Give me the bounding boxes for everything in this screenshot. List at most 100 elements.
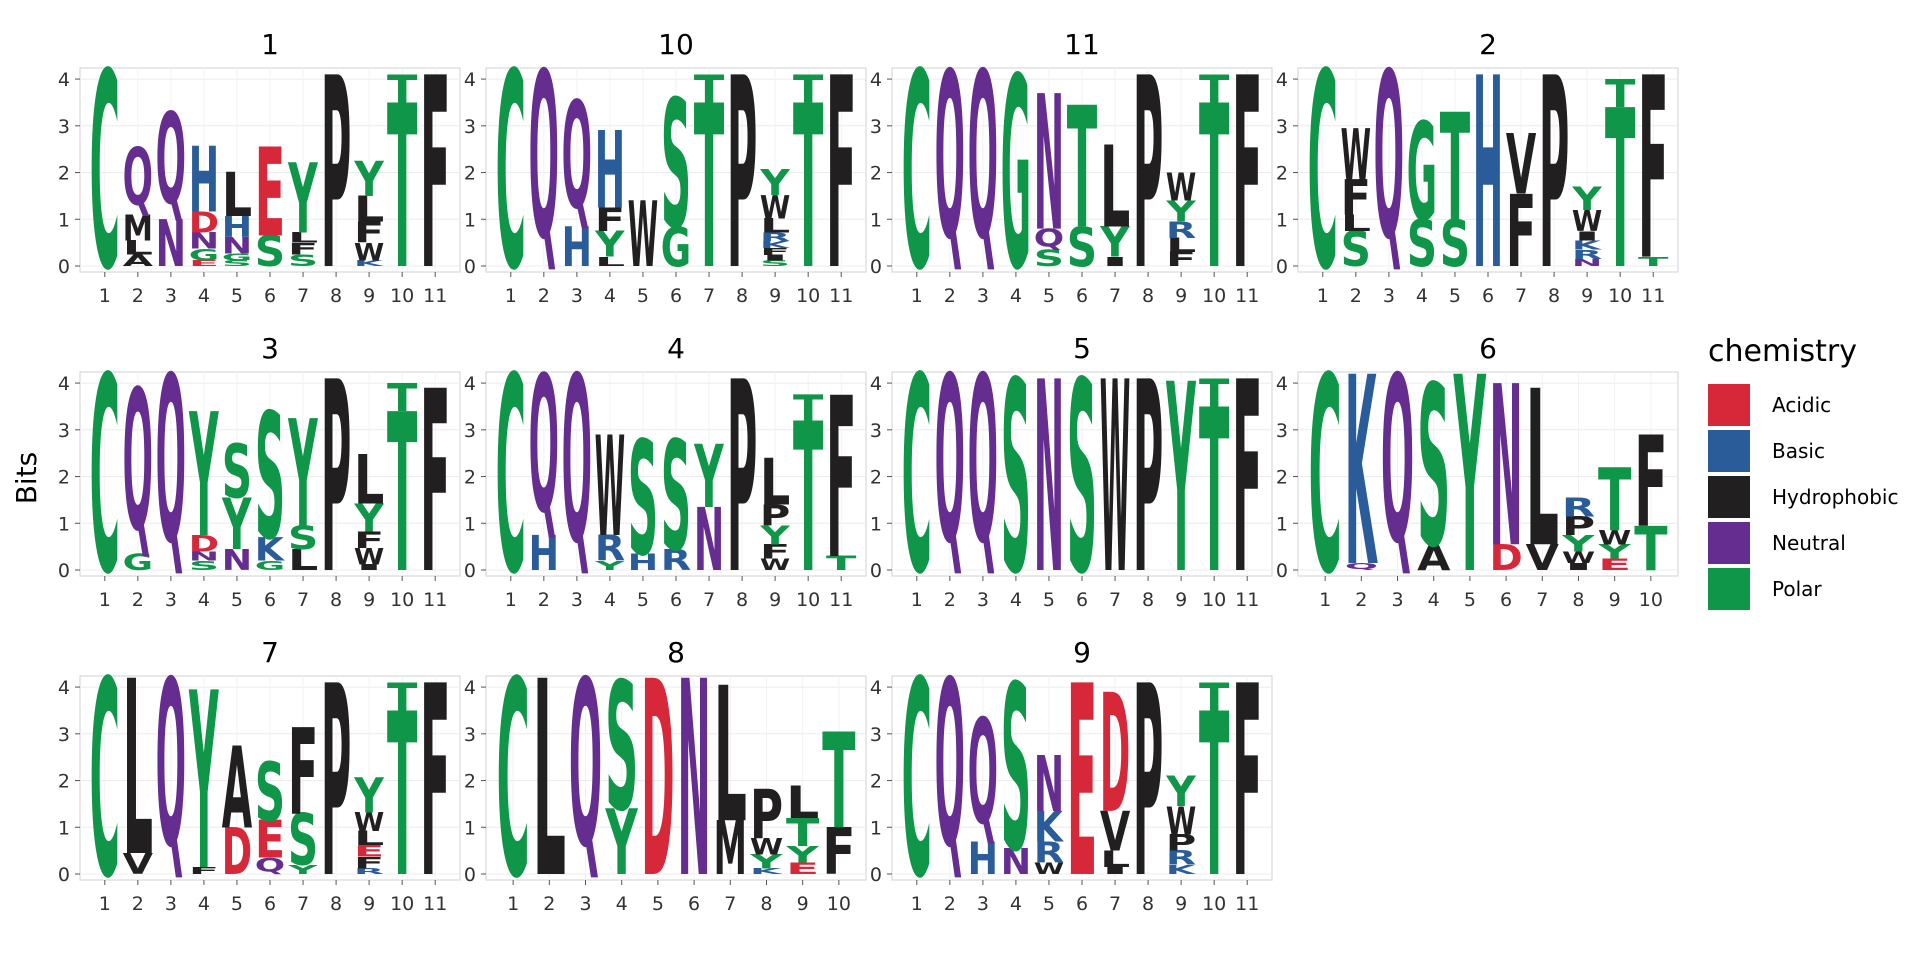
legend-swatch-neutral xyxy=(1708,522,1750,564)
x-tick-label: 9 xyxy=(363,589,375,611)
x-tick-label: 1 xyxy=(99,285,111,307)
logo-letter-L: L xyxy=(714,649,747,865)
logo-letter-V: V xyxy=(1526,539,1560,579)
x-tick-label: 1 xyxy=(911,589,923,611)
x-tick-label: 7 xyxy=(703,285,715,307)
logo-letter-A: A xyxy=(123,252,154,271)
y-tick-label: 2 xyxy=(464,467,476,489)
logo-letter-S: S xyxy=(1067,217,1097,280)
x-tick-label: 1 xyxy=(505,285,517,307)
logo-letter-T: T xyxy=(694,59,724,320)
logo-letter-K: K xyxy=(760,239,792,250)
logo-letter-Y: Y xyxy=(594,558,626,573)
x-tick-label: 9 xyxy=(797,893,809,915)
y-tick-label: 3 xyxy=(58,420,70,442)
legend-swatch-hydrophobic xyxy=(1708,476,1750,518)
y-tick-label: 2 xyxy=(1276,163,1288,185)
y-tick-label: 4 xyxy=(1276,69,1288,91)
logo-letter-W: W xyxy=(354,544,384,570)
logo-letter-S: S xyxy=(288,519,318,557)
logo-letter-Q: Q xyxy=(569,632,602,898)
logo-letter-N: N xyxy=(1034,741,1064,831)
logo-letter-D: D xyxy=(222,816,252,890)
x-tick-label: 6 xyxy=(1482,285,1494,307)
x-tick-label: 2 xyxy=(543,893,555,915)
logo-letter-W: W xyxy=(1562,548,1595,567)
logo-letter-T: T xyxy=(387,59,417,320)
logo-letter-E: E xyxy=(255,123,285,265)
logo-letter-F: F xyxy=(354,854,384,873)
logo-letter-P: P xyxy=(727,327,757,633)
y-tick-label: 0 xyxy=(464,864,476,886)
x-tick-label: 4 xyxy=(198,285,210,307)
logo-letter-R: R xyxy=(1166,217,1197,244)
y-tick-label: 0 xyxy=(464,256,476,278)
logo-letter-T: T xyxy=(1199,674,1230,719)
logo-letter-P: P xyxy=(321,631,351,937)
logo-letter-W: W xyxy=(354,808,384,838)
logo-letter-G: G xyxy=(222,252,252,263)
x-tick-label: 4 xyxy=(604,589,616,611)
logo-letter-Q: Q xyxy=(935,632,965,899)
logo-letter-T: T xyxy=(786,811,819,856)
logo-letter-Q: Q xyxy=(156,632,186,899)
x-tick-label: 4 xyxy=(616,893,628,915)
x-tick-label: 10 xyxy=(1202,893,1226,915)
legend-label-basic: Basic xyxy=(1772,439,1825,463)
logo-letter-T: T xyxy=(1199,370,1230,415)
panel-title: 9 xyxy=(1073,636,1091,669)
x-tick-label: 5 xyxy=(231,893,243,915)
logo-letter-V: V xyxy=(1506,118,1537,214)
logo-letter-C: C xyxy=(902,321,932,634)
logo-letter-N: N xyxy=(222,544,252,577)
logo-letter-V: V xyxy=(123,848,154,881)
logo-letter-F: F xyxy=(1232,327,1262,632)
y-tick-label: 0 xyxy=(870,256,882,278)
y-tick-label: 2 xyxy=(58,163,70,185)
logo-letter-K: K xyxy=(1572,238,1603,253)
x-tick-label: 8 xyxy=(760,893,772,915)
x-tick-label: 1 xyxy=(1319,589,1331,611)
panel-title: 4 xyxy=(667,332,685,365)
logo-letter-T: T xyxy=(1199,66,1230,111)
logo-letter-Q: Q xyxy=(123,349,153,574)
x-tick-label: 7 xyxy=(1109,893,1121,915)
logo-letter-L: L xyxy=(1341,210,1371,236)
x-tick-label: 1 xyxy=(911,893,923,915)
y-tick-label: 3 xyxy=(1276,116,1288,138)
logo-letter-N: N xyxy=(1034,57,1064,274)
logo-letter-I: I xyxy=(354,563,384,572)
x-tick-label: 7 xyxy=(1536,589,1548,611)
x-tick-label: 8 xyxy=(330,589,342,611)
logo-letter-M: M xyxy=(714,807,747,892)
logo-letter-S: S xyxy=(661,64,691,269)
x-tick-label: 3 xyxy=(977,893,989,915)
legend-swatch-acidic xyxy=(1708,384,1750,426)
logo-letter-E: E xyxy=(255,811,285,871)
logo-letter-H: H xyxy=(1473,24,1503,329)
logo-letter-Q: Q xyxy=(935,328,965,595)
logo-letter-H: H xyxy=(628,550,658,576)
logo-letter-S: S xyxy=(189,558,219,573)
logo-letter-T: T xyxy=(387,667,417,928)
y-tick-label: 3 xyxy=(464,724,476,746)
logo-letter-Y: Y xyxy=(759,162,790,203)
logo-letter-Q: Q xyxy=(156,87,186,232)
y-tick-label: 0 xyxy=(58,864,70,886)
x-tick-label: 10 xyxy=(390,285,414,307)
logo-letter-F: F xyxy=(1506,176,1536,291)
y-tick-label: 3 xyxy=(870,420,882,442)
logo-letter-C: C xyxy=(496,17,526,330)
x-tick-label: 7 xyxy=(1109,589,1121,611)
logo-letter-F: F xyxy=(420,23,450,328)
logo-letter-H: H xyxy=(968,832,998,885)
logo-letter-C: C xyxy=(1308,17,1338,330)
x-tick-label: 11 xyxy=(1641,285,1665,307)
logo-letter-S: S xyxy=(1001,327,1031,633)
x-tick-label: 8 xyxy=(1548,285,1560,307)
logo-letter-T: T xyxy=(1638,254,1669,269)
x-tick-label: 10 xyxy=(827,893,851,915)
